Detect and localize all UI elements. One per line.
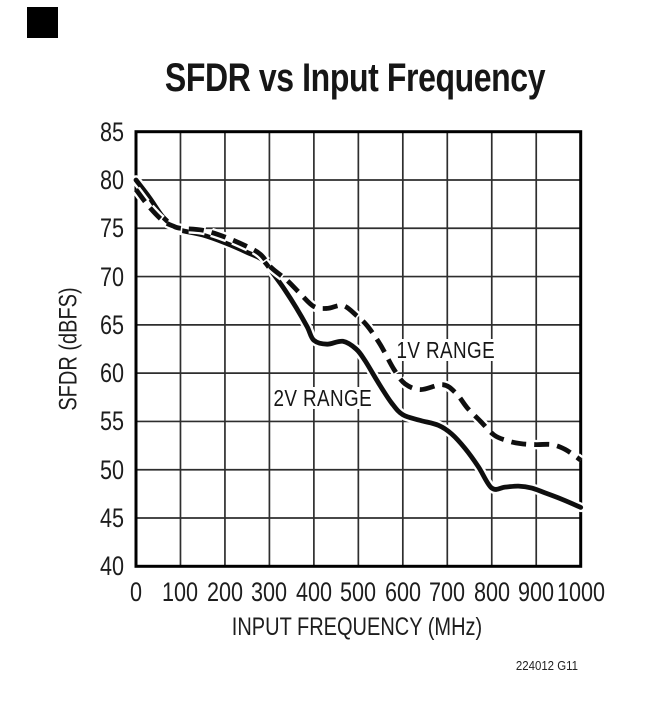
y-tick-label: 40 — [99, 551, 124, 582]
x-tick-label: 900 — [518, 577, 555, 607]
curve-2v-range — [133, 177, 584, 510]
figure-caption: 224012 G11 — [515, 658, 578, 673]
x-tick-label: 100 — [162, 577, 199, 607]
y-tick-label: 60 — [99, 358, 124, 389]
y-tick-label: 80 — [99, 164, 124, 195]
x-tick-label: 300 — [251, 577, 288, 607]
series-label-1v-range: 1V RANGE — [394, 339, 498, 362]
y-tick-label: 45 — [99, 503, 124, 533]
y-tick-label: 65 — [99, 309, 124, 340]
x-tick-label: 700 — [429, 577, 466, 607]
x-tick-label: 500 — [340, 577, 377, 607]
x-tick-label: 200 — [206, 577, 243, 607]
chart-title: SFDR vs Input Frequency — [164, 56, 546, 100]
x-tick-label: 600 — [384, 577, 421, 607]
curve-casing-1v-range — [132, 186, 584, 465]
series-label-2v-range: 2V RANGE — [271, 387, 375, 410]
plot-frame — [134, 130, 583, 568]
y-axis-title: SFDR (dBFS) — [54, 287, 83, 411]
y-tick-label: 55 — [99, 406, 124, 437]
x-tick-label: 800 — [473, 577, 510, 607]
y-tick-label: 85 — [99, 116, 124, 147]
x-tick-label: 0 — [129, 577, 143, 607]
x-tick-label: 400 — [295, 577, 332, 607]
x-tick-label: 1000 — [556, 577, 605, 607]
y-tick-label: 75 — [99, 213, 124, 244]
y-tick-label: 50 — [99, 454, 124, 485]
page-corner-mark — [27, 7, 58, 38]
y-tick-label: 70 — [99, 261, 124, 292]
x-axis-title: INPUT FREQUENCY (MHz) — [231, 613, 483, 641]
